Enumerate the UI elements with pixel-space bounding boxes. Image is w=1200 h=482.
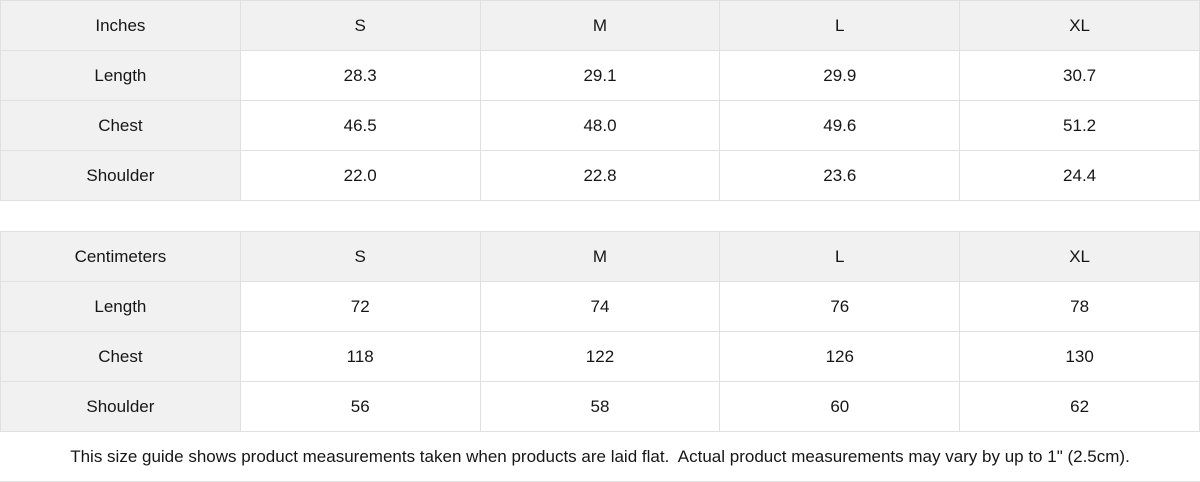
size-column-header-m: M <box>479 0 721 51</box>
table-row: Shoulder 22.0 22.8 23.6 24.4 <box>0 150 1200 201</box>
inches-table: Inches S M L XL Length 28.3 29.1 29.9 30… <box>0 0 1200 201</box>
table-cell: 118 <box>239 331 481 382</box>
table-row: Length 72 74 76 78 <box>0 281 1200 332</box>
table-cell: 22.8 <box>479 150 721 201</box>
table-row: Chest 46.5 48.0 49.6 51.2 <box>0 100 1200 151</box>
unit-header-inches: Inches <box>0 0 241 51</box>
table-cell: 56 <box>239 381 481 432</box>
table-row: Shoulder 56 58 60 62 <box>0 381 1200 432</box>
table-cell: 74 <box>479 281 721 332</box>
centimeters-table: Centimeters S M L XL Length 72 74 76 78 … <box>0 231 1200 432</box>
unit-header-centimeters: Centimeters <box>0 231 241 282</box>
row-label-chest: Chest <box>0 331 241 382</box>
table-cell: 48.0 <box>479 100 721 151</box>
size-guide-note: This size guide shows product measuremen… <box>0 432 1200 482</box>
table-cell: 46.5 <box>239 100 481 151</box>
table-cell: 78 <box>959 281 1200 332</box>
table-cell: 72 <box>239 281 481 332</box>
table-cell: 58 <box>479 381 721 432</box>
table-cell: 28.3 <box>239 50 481 101</box>
table-cell: 62 <box>959 381 1200 432</box>
size-column-header-l: L <box>719 231 961 282</box>
row-label-length: Length <box>0 50 241 101</box>
table-cell: 49.6 <box>719 100 961 151</box>
table-cell: 126 <box>719 331 961 382</box>
table-cell: 22.0 <box>239 150 481 201</box>
row-label-chest: Chest <box>0 100 241 151</box>
table-cell: 30.7 <box>959 50 1200 101</box>
centimeters-header-row: Centimeters S M L XL <box>0 231 1200 282</box>
table-cell: 23.6 <box>719 150 961 201</box>
row-label-shoulder: Shoulder <box>0 381 241 432</box>
size-column-header-xl: XL <box>959 0 1200 51</box>
size-column-header-s: S <box>239 0 481 51</box>
table-cell: 60 <box>719 381 961 432</box>
table-cell: 29.9 <box>719 50 961 101</box>
table-row: Length 28.3 29.1 29.9 30.7 <box>0 50 1200 101</box>
table-row: Chest 118 122 126 130 <box>0 331 1200 382</box>
table-cell: 122 <box>479 331 721 382</box>
table-cell: 76 <box>719 281 961 332</box>
table-cell: 29.1 <box>479 50 721 101</box>
table-cell: 51.2 <box>959 100 1200 151</box>
size-column-header-s: S <box>239 231 481 282</box>
size-column-header-m: M <box>479 231 721 282</box>
table-gap <box>0 201 1200 231</box>
size-column-header-xl: XL <box>959 231 1200 282</box>
size-column-header-l: L <box>719 0 961 51</box>
table-cell: 24.4 <box>959 150 1200 201</box>
inches-header-row: Inches S M L XL <box>0 0 1200 51</box>
table-cell: 130 <box>959 331 1200 382</box>
row-label-shoulder: Shoulder <box>0 150 241 201</box>
row-label-length: Length <box>0 281 241 332</box>
